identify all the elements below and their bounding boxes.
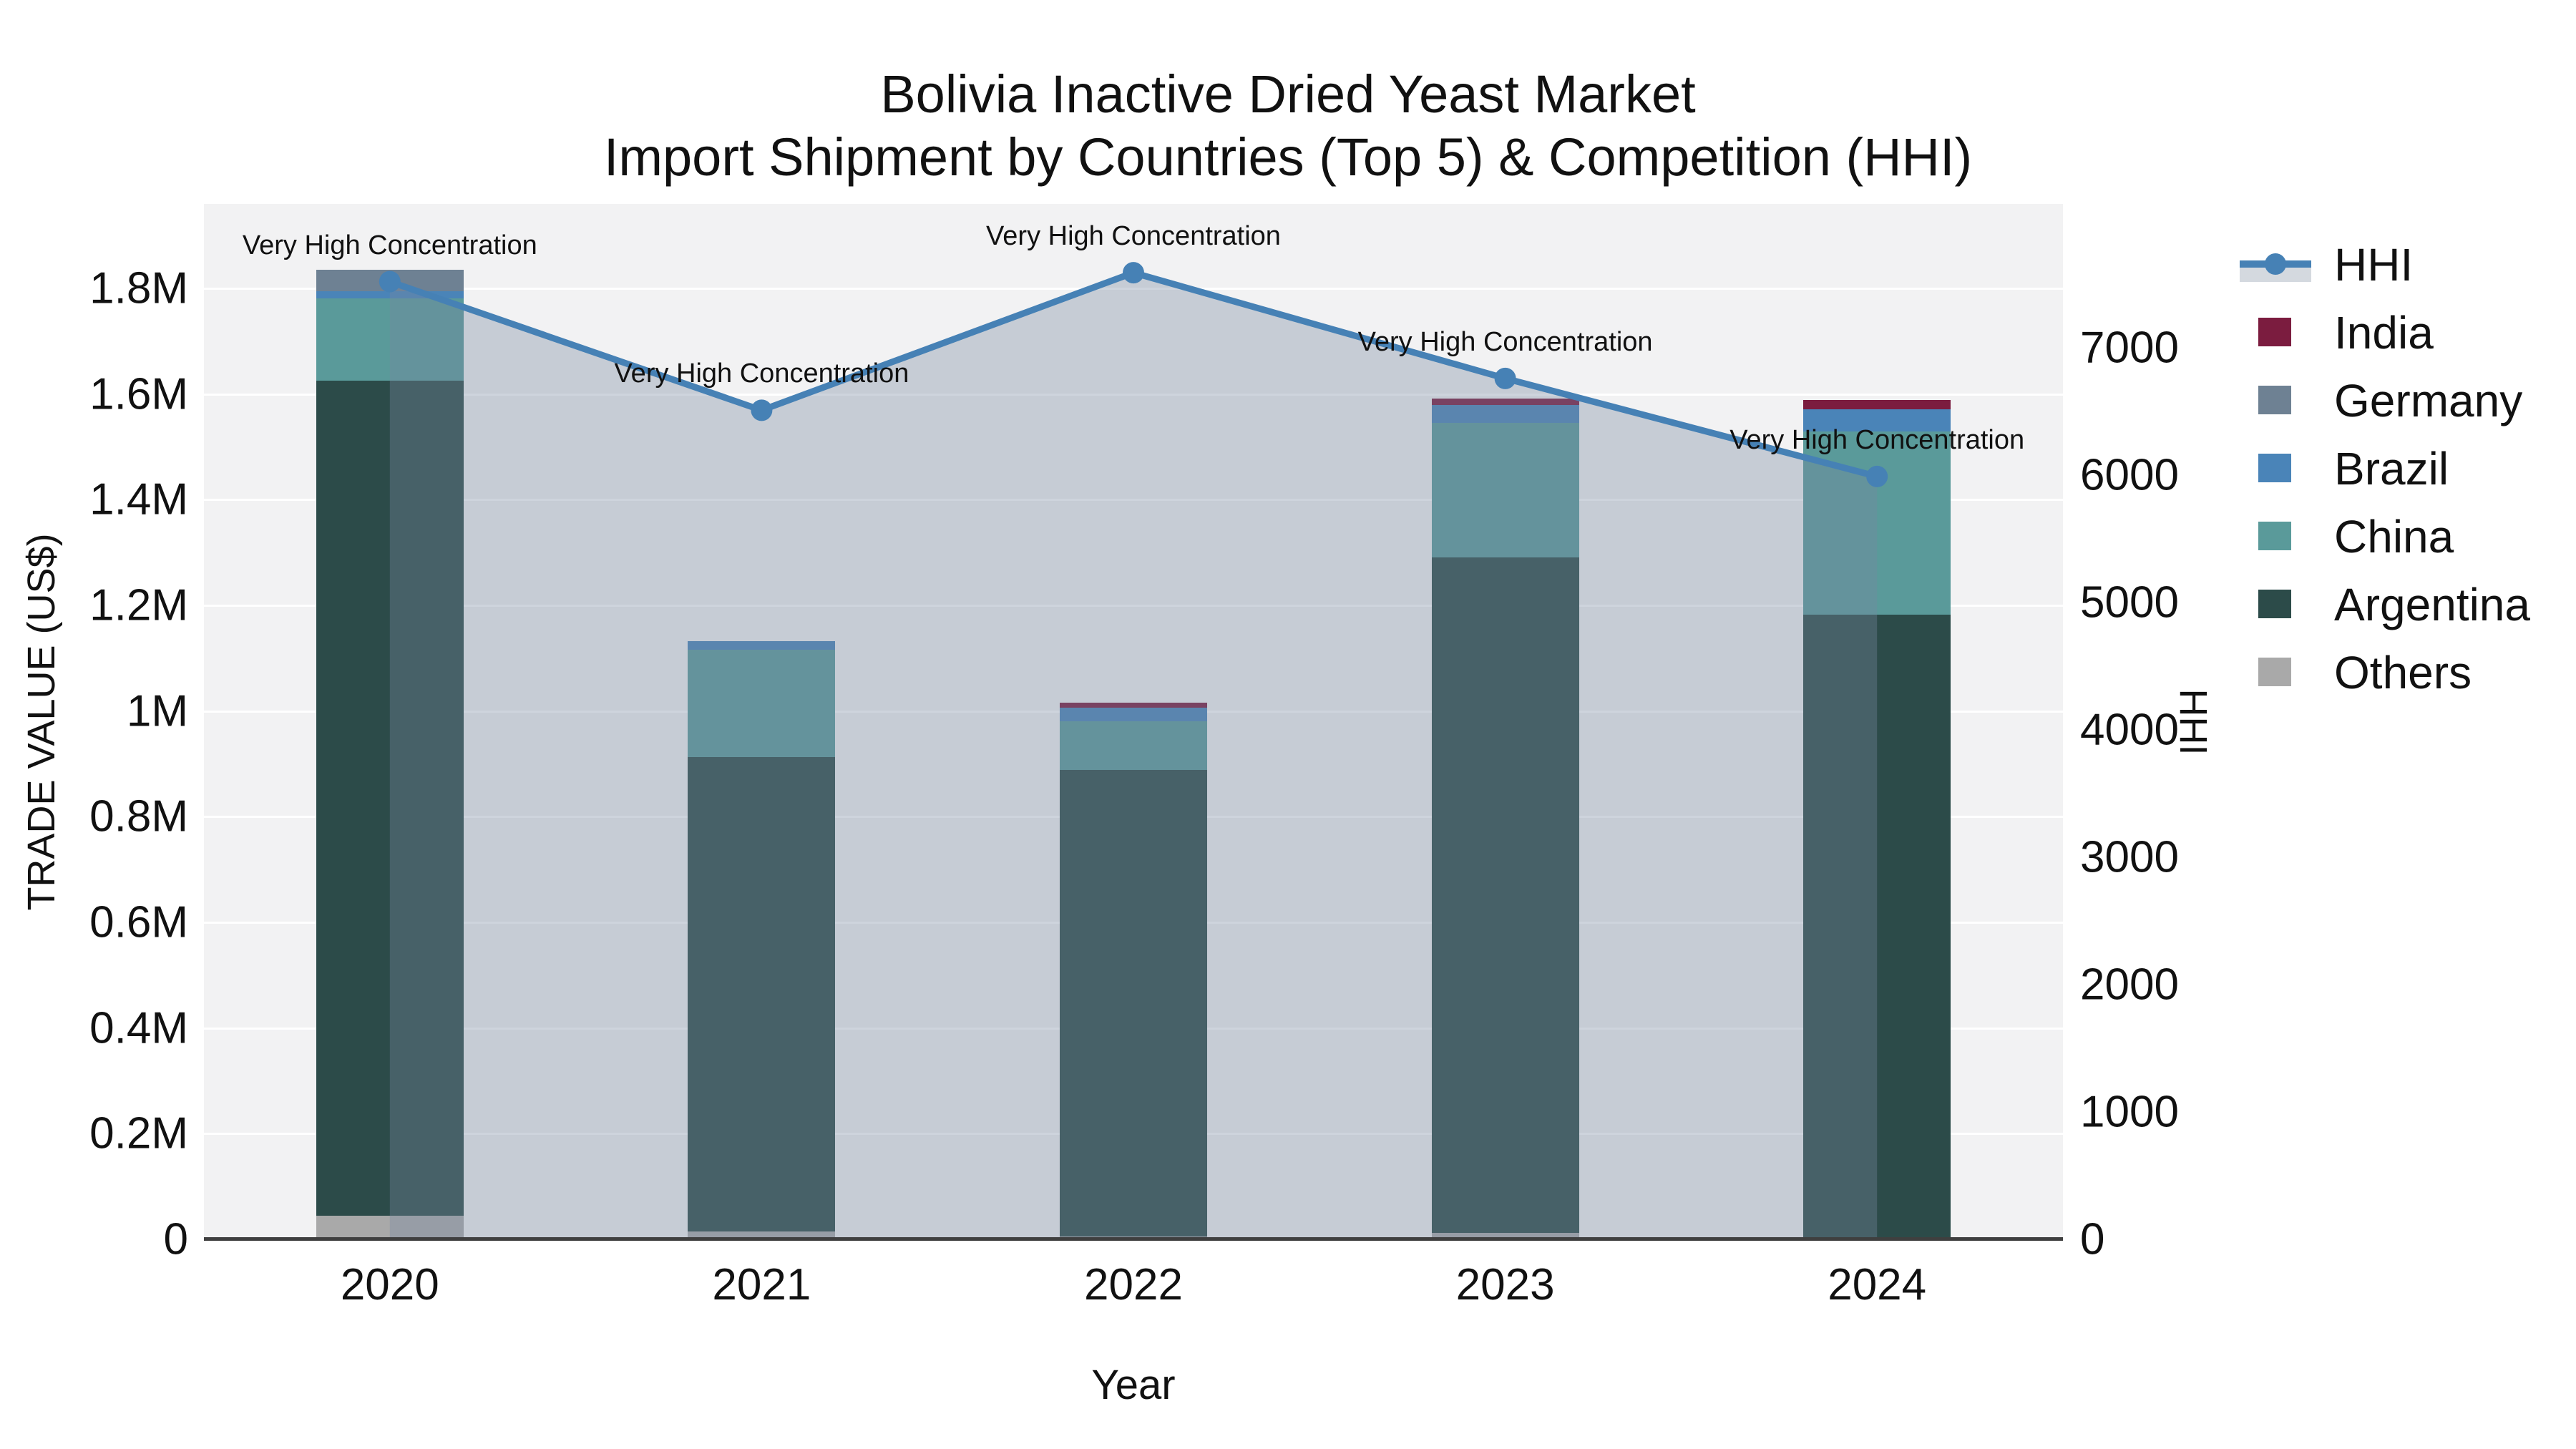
x-axis-title: Year (1091, 1362, 1176, 1408)
annotation-2024: Very High Concentration (1729, 424, 2025, 455)
hhi-marker-2021 (751, 399, 773, 421)
left-tick-1.4M: 1.4M (89, 474, 188, 525)
legend-label-germany: Germany (2334, 374, 2523, 426)
bar-segment-india-2024 (1803, 399, 1951, 410)
swatch-china (2258, 522, 2291, 550)
legend-swatch-icon (2240, 502, 2311, 570)
chart-title: Bolivia Inactive Dried Yeast Market Impo… (0, 63, 2576, 189)
legend-swatch-icon (2240, 434, 2311, 502)
left-tick-1.2M: 1.2M (89, 580, 188, 630)
bar-segment-argentina-2022 (1060, 769, 1207, 1237)
bar-segment-others-2021 (688, 1231, 836, 1239)
legend-item-argentina[interactable]: Argentina (2240, 570, 2530, 638)
bar-segment-brazil-2021 (688, 641, 836, 650)
hhi-marker-2023 (1494, 367, 1516, 389)
line-marker-icon (2265, 253, 2286, 275)
x-axis-line (204, 1237, 2063, 1241)
chart-title-line1: Bolivia Inactive Dried Yeast Market (880, 64, 1696, 124)
legend-swatch-icon (2240, 298, 2311, 366)
right-tick-2000: 2000 (2080, 960, 2179, 1010)
legend-label-argentina: Argentina (2334, 578, 2530, 630)
chart-title-line2: Import Shipment by Countries (Top 5) & C… (603, 127, 1973, 187)
swatch-argentina (2258, 590, 2291, 618)
legend-item-others[interactable]: Others (2240, 638, 2530, 706)
legend-item-india[interactable]: India (2240, 298, 2530, 366)
plot-area (204, 204, 2063, 1239)
right-tick-1000: 1000 (2080, 1087, 2179, 1137)
left-tick-1.8M: 1.8M (89, 263, 188, 313)
legend-swatch-icon (2240, 570, 2311, 638)
legend-label-brazil: Brazil (2334, 442, 2449, 494)
bar-segment-china-2021 (688, 650, 836, 757)
left-axis-title: TRADE VALUE (US$) (20, 532, 63, 911)
left-tick-0.2M: 0.2M (89, 1108, 188, 1158)
bar-segment-argentina-2024 (1803, 615, 1951, 1238)
swatch-germany (2258, 386, 2291, 414)
bar-segment-argentina-2021 (688, 756, 836, 1231)
legend-item-germany[interactable]: Germany (2240, 366, 2530, 434)
left-tick-1.6M: 1.6M (89, 369, 188, 419)
bar-segment-others-2020 (316, 1215, 464, 1239)
bar-segment-brazil-2020 (316, 291, 464, 299)
hhi-overlay (379, 262, 1888, 1239)
annotation-2020: Very High Concentration (242, 230, 537, 260)
legend-item-china[interactable]: China (2240, 502, 2530, 570)
swatch-india (2258, 318, 2291, 346)
legend-item-hhi[interactable]: HHI (2240, 230, 2530, 298)
x-tick-2023: 2023 (1455, 1260, 1555, 1309)
swatch-brazil (2258, 454, 2291, 482)
bar-segment-india-2022 (1060, 702, 1207, 708)
annotation-2023: Very High Concentration (1357, 326, 1653, 357)
legend-label-china: China (2334, 510, 2454, 562)
right-tick-4000: 4000 (2080, 705, 2179, 755)
left-tick-0.4M: 0.4M (89, 1003, 188, 1053)
left-tick-0.6M: 0.6M (89, 897, 188, 947)
legend-swatch-icon (2240, 638, 2311, 706)
bar-segment-brazil-2023 (1431, 405, 1579, 423)
hhi-marker-2022 (1123, 262, 1144, 284)
gridline-1.4M (204, 499, 2063, 502)
bar-segment-china-2022 (1060, 721, 1207, 770)
annotation-2021: Very High Concentration (614, 358, 909, 389)
legend-label-india: India (2334, 306, 2434, 358)
annotation-2022: Very High Concentration (986, 221, 1281, 252)
x-tick-2024: 2024 (1828, 1260, 1927, 1309)
hhi-line-sample-icon (2240, 230, 2311, 298)
x-tick-2021: 2021 (712, 1260, 811, 1309)
gridline-1.6M (204, 393, 2063, 396)
bar-segment-china-2023 (1431, 422, 1579, 557)
x-tick-2020: 2020 (340, 1260, 439, 1309)
left-tick-0: 0 (163, 1214, 188, 1264)
bar-segment-china-2020 (316, 298, 464, 381)
x-tick-2022: 2022 (1084, 1260, 1183, 1309)
legend-label-others: Others (2334, 646, 2472, 698)
hhi-area-fill (389, 273, 1878, 1239)
bar-segment-argentina-2023 (1431, 557, 1579, 1234)
bar-segment-brazil-2022 (1060, 707, 1207, 721)
legend-item-brazil[interactable]: Brazil (2240, 434, 2530, 502)
legend-label-hhi: HHI (2334, 238, 2414, 291)
right-tick-5000: 5000 (2080, 577, 2179, 628)
left-tick-1M: 1M (126, 686, 188, 736)
gridline-1.2M (204, 605, 2063, 608)
bar-segment-others-2023 (1431, 1233, 1579, 1239)
bar-segment-argentina-2020 (316, 381, 464, 1216)
gridline-1.8M (204, 288, 2063, 291)
right-tick-7000: 7000 (2080, 323, 2179, 373)
legend: HHI India Germany Brazil China Argentina Other… (2240, 230, 2530, 706)
swatch-others (2258, 658, 2291, 686)
bar-segment-india-2023 (1431, 399, 1579, 406)
left-tick-0.8M: 0.8M (89, 791, 188, 841)
hhi-marker-2020 (379, 270, 401, 293)
bar-segment-brazil-2024 (1803, 409, 1951, 432)
right-tick-6000: 6000 (2080, 450, 2179, 500)
right-tick-3000: 3000 (2080, 832, 2179, 882)
right-tick-0: 0 (2080, 1214, 2105, 1264)
hhi-marker-2024 (1866, 465, 1888, 487)
legend-swatch-icon (2240, 366, 2311, 434)
